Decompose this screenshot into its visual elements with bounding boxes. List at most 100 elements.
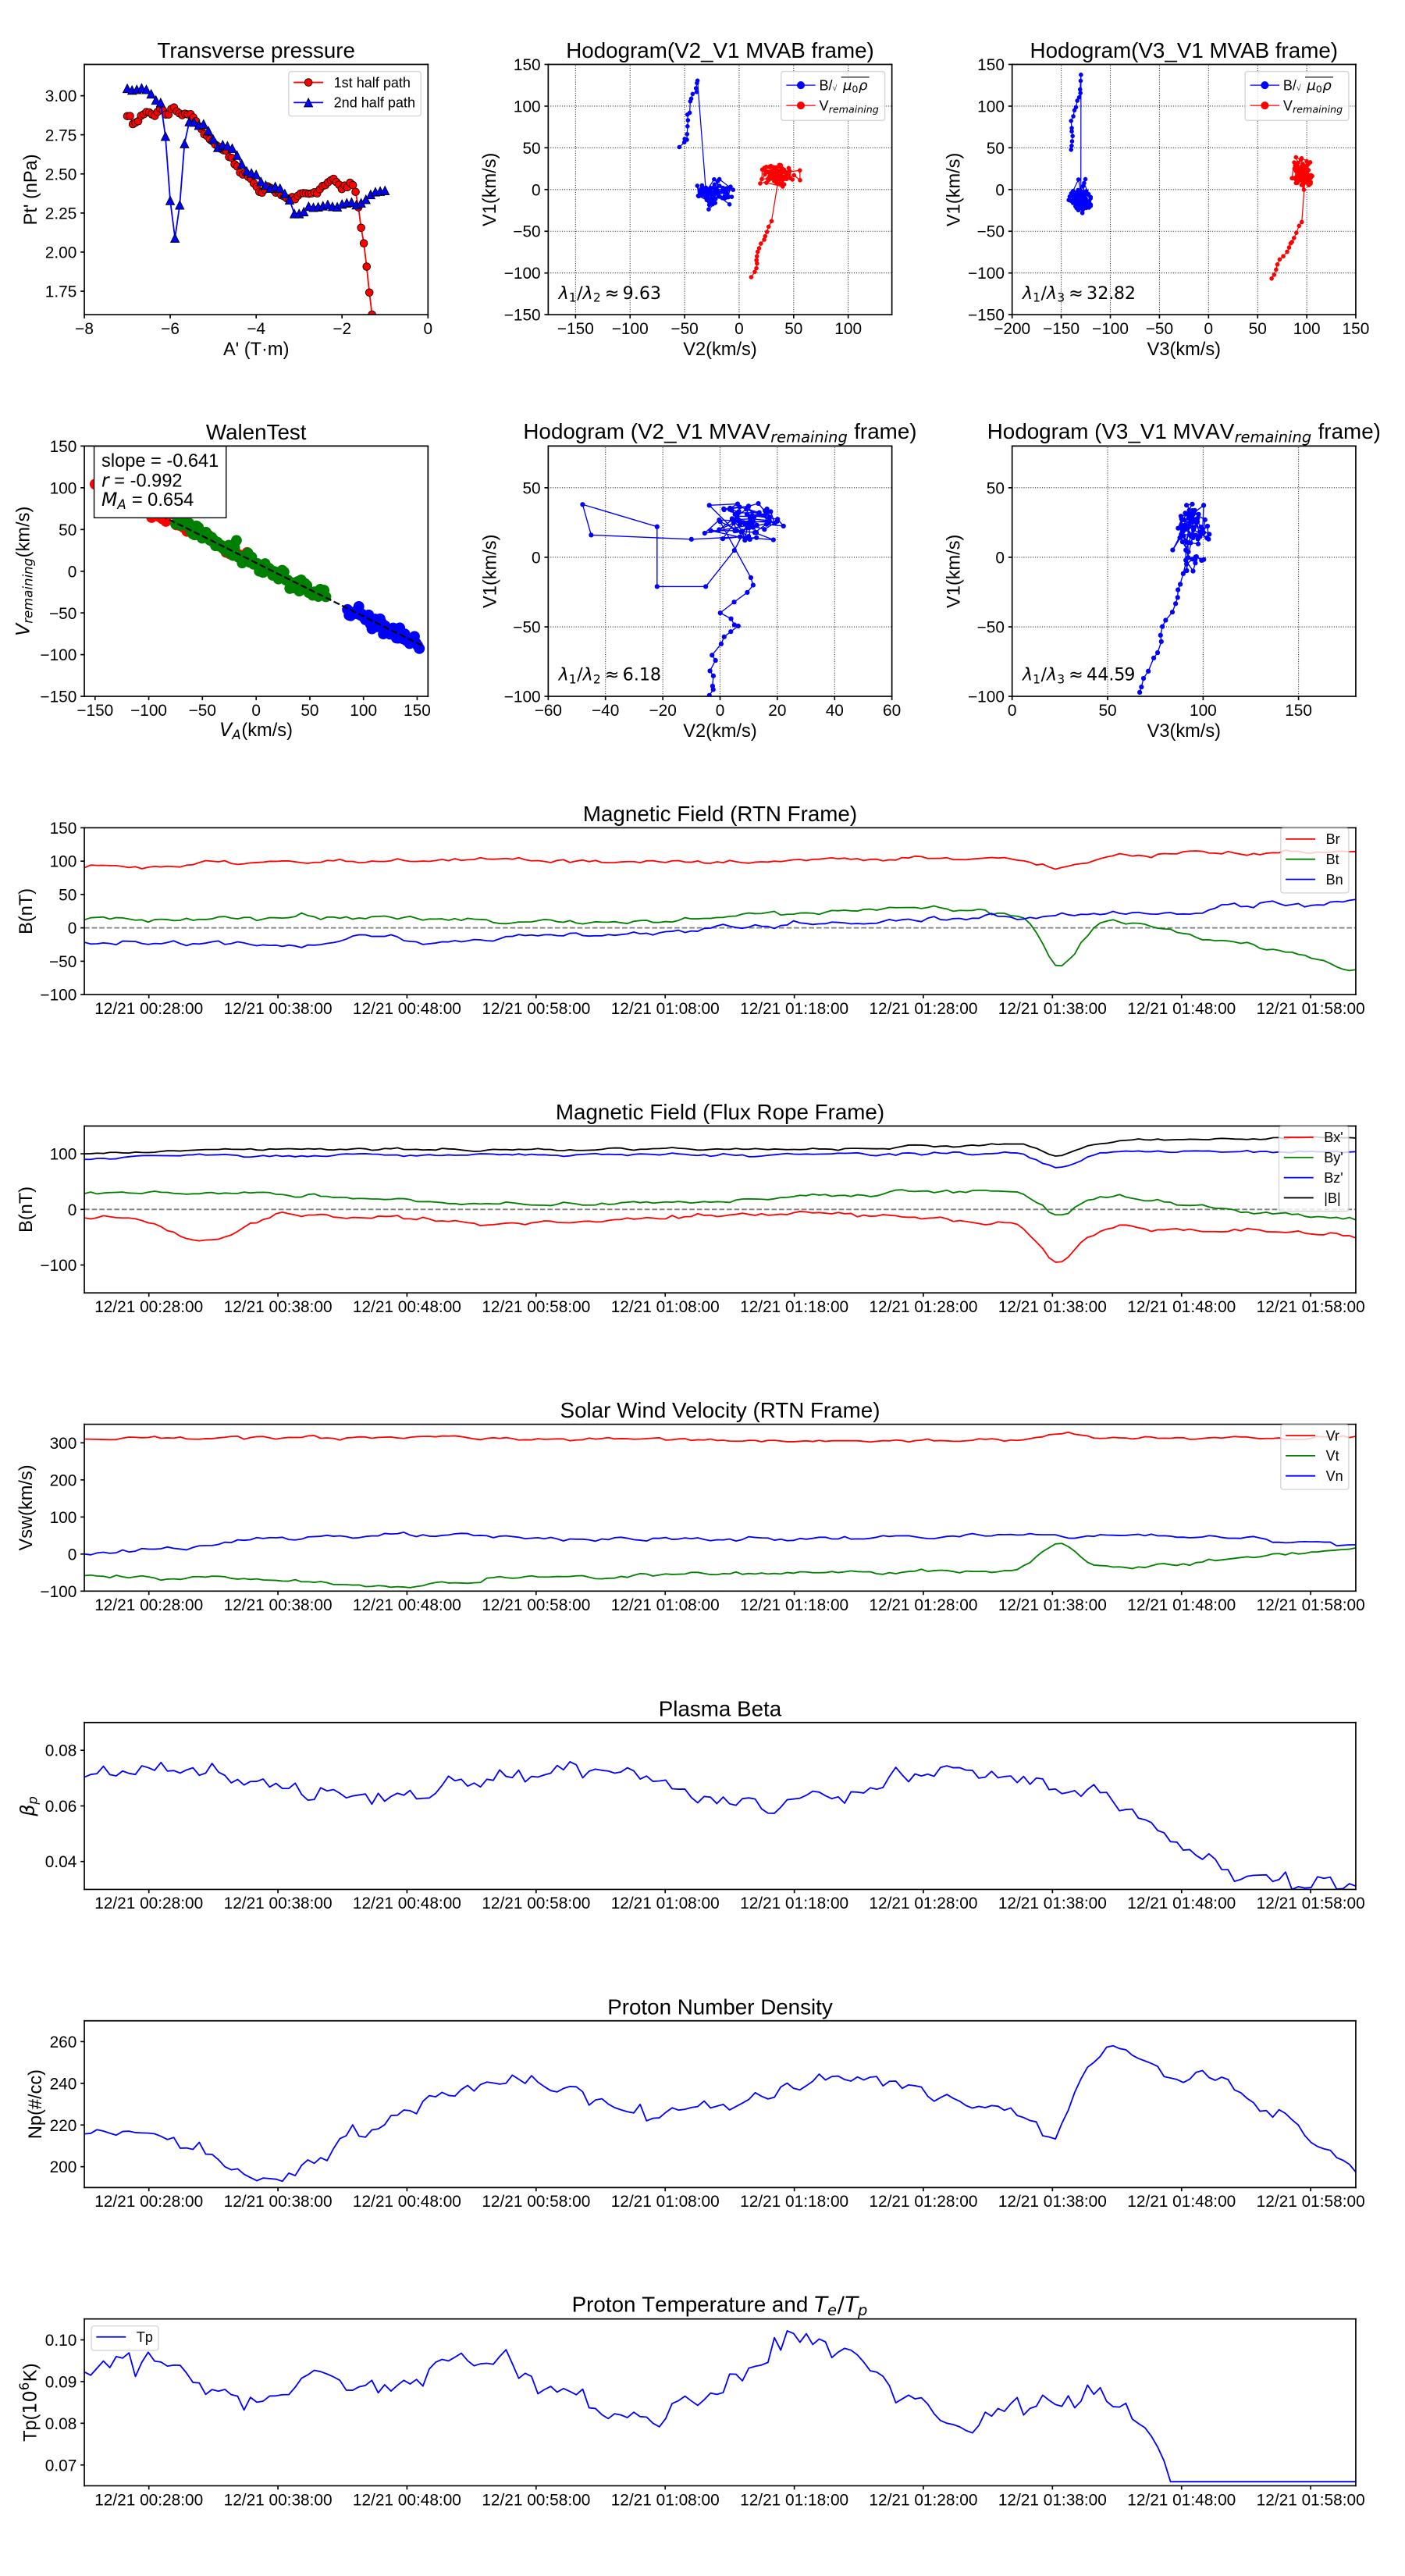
svg-text:Tp: Tp <box>137 2329 153 2345</box>
svg-text:0: 0 <box>251 702 261 720</box>
svg-text:Vn: Vn <box>1326 1468 1343 1484</box>
svg-text:12/21 01:08:00: 12/21 01:08:00 <box>611 2491 720 2509</box>
svg-text:V1(km/s): V1(km/s) <box>480 153 500 226</box>
svg-text:50: 50 <box>301 702 318 720</box>
svg-text:|B|: |B| <box>1324 1190 1340 1206</box>
svg-text:12/21 01:38:00: 12/21 01:38:00 <box>998 1895 1107 1912</box>
svg-text:12/21 00:48:00: 12/21 00:48:00 <box>353 1298 461 1316</box>
svg-text:Br: Br <box>1326 831 1340 847</box>
svg-text:12/21 01:18:00: 12/21 01:18:00 <box>740 1298 848 1316</box>
svg-text:−100: −100 <box>40 987 76 1005</box>
svg-text:150: 150 <box>1343 320 1370 338</box>
svg-text:Magnetic Field (Flux Rope Fram: Magnetic Field (Flux Rope Frame) <box>556 1100 884 1124</box>
svg-text:0: 0 <box>735 320 744 338</box>
svg-text:12/21 01:58:00: 12/21 01:58:00 <box>1257 1000 1365 1018</box>
svg-text:12/21 00:38:00: 12/21 00:38:00 <box>224 2193 333 2211</box>
svg-text:WalenTest: WalenTest <box>206 420 307 444</box>
svg-text:12/21 00:28:00: 12/21 00:28:00 <box>94 2193 203 2211</box>
svg-text:V2(km/s): V2(km/s) <box>683 721 756 742</box>
svg-text:Plasma Beta: Plasma Beta <box>659 1696 782 1720</box>
svg-text:B(nT): B(nT) <box>16 1187 37 1233</box>
svg-text:0: 0 <box>716 702 725 720</box>
svg-text:220: 220 <box>50 2117 77 2135</box>
svg-text:−100: −100 <box>504 265 541 283</box>
svg-text:T p ( K ) 1 0 6: T p ( K ) 1 0 6 <box>17 2359 41 2442</box>
svg-text:12/21 00:48:00: 12/21 00:48:00 <box>353 1895 461 1912</box>
svg-text:0: 0 <box>68 1201 77 1219</box>
svg-text:12/21 01:58:00: 12/21 01:58:00 <box>1257 1895 1365 1912</box>
svg-text:−4: −4 <box>247 320 265 338</box>
svg-text:P r o t o n T e m p e r a t: P r o t o n T e m p e r a t u r e a n d … <box>572 2292 872 2320</box>
svg-text:12/21 00:58:00: 12/21 00:58:00 <box>482 1596 590 1614</box>
svg-text:−40: −40 <box>592 702 619 720</box>
svg-text:50: 50 <box>784 320 802 338</box>
svg-text:12/21 00:58:00: 12/21 00:58:00 <box>482 2193 590 2211</box>
svg-text:Magnetic Field (RTN Frame): Magnetic Field (RTN Frame) <box>583 802 857 826</box>
svg-text:20: 20 <box>768 702 786 720</box>
svg-text:100: 100 <box>1190 702 1217 720</box>
svg-text:100: 100 <box>50 1146 77 1164</box>
svg-text:−100: −100 <box>1092 320 1129 338</box>
svg-text:0.08: 0.08 <box>45 1742 77 1760</box>
svg-text:−150: −150 <box>1043 320 1080 338</box>
svg-text:12/21 00:58:00: 12/21 00:58:00 <box>482 1895 590 1912</box>
svg-text:Bt: Bt <box>1326 852 1339 867</box>
svg-text:40: 40 <box>826 702 844 720</box>
svg-text:12/21 00:48:00: 12/21 00:48:00 <box>353 1000 461 1018</box>
svg-text:12/21 01:08:00: 12/21 01:08:00 <box>611 1298 720 1316</box>
svg-text:50: 50 <box>1249 320 1267 338</box>
svg-text:150: 150 <box>50 820 77 838</box>
svg-text:−50: −50 <box>1146 320 1173 338</box>
svg-text:V1(km/s): V1(km/s) <box>944 535 965 608</box>
svg-text:−100: −100 <box>40 1257 76 1275</box>
svg-text:−100: −100 <box>40 1583 76 1601</box>
svg-text:−50: −50 <box>189 702 216 720</box>
svg-text:150: 150 <box>1285 702 1312 720</box>
svg-text:−150: −150 <box>557 320 594 338</box>
svg-text:0: 0 <box>995 181 1005 199</box>
svg-text:V r e m a i n i n g: V r e m a i n i n g <box>1283 94 1343 116</box>
svg-text:−150: −150 <box>40 688 76 706</box>
svg-text:Bz': Bz' <box>1324 1170 1343 1186</box>
svg-text:−150: −150 <box>968 307 1005 325</box>
svg-text:12/21 00:38:00: 12/21 00:38:00 <box>224 1596 333 1614</box>
svg-text:Bn: Bn <box>1326 872 1343 888</box>
svg-text:12/21 01:08:00: 12/21 01:08:00 <box>611 1895 720 1912</box>
svg-text:12/21 01:38:00: 12/21 01:38:00 <box>998 2491 1107 2509</box>
svg-text:260: 260 <box>50 2033 77 2051</box>
svg-text:−50: −50 <box>670 320 698 338</box>
svg-text:100: 100 <box>50 1509 77 1527</box>
svg-text:12/21 01:48:00: 12/21 01:48:00 <box>1127 1596 1236 1614</box>
svg-text:12/21 01:18:00: 12/21 01:18:00 <box>740 2193 848 2211</box>
svg-text:12/21 01:38:00: 12/21 01:38:00 <box>998 2193 1107 2211</box>
svg-text:0: 0 <box>532 550 541 568</box>
svg-text:150: 150 <box>404 702 431 720</box>
svg-text:V r e m a i n i n g: V r e m a i n i n g <box>819 94 878 116</box>
svg-text:12/21 01:28:00: 12/21 01:28:00 <box>869 2193 977 2211</box>
svg-text:Solar Wind Velocity (RTN Frame: Solar Wind Velocity (RTN Frame) <box>560 1398 880 1422</box>
svg-text:12/21 00:38:00: 12/21 00:38:00 <box>224 1298 333 1316</box>
svg-text:−50: −50 <box>513 619 540 637</box>
svg-text:12/21 01:18:00: 12/21 01:18:00 <box>740 1596 848 1614</box>
svg-text:Pt' (nPa): Pt' (nPa) <box>21 154 41 225</box>
svg-text:0: 0 <box>68 920 77 938</box>
svg-text:3.00: 3.00 <box>45 87 77 105</box>
svg-text:50: 50 <box>522 479 540 497</box>
svg-text:12/21 01:18:00: 12/21 01:18:00 <box>740 1000 848 1018</box>
svg-text:−50: −50 <box>977 619 1005 637</box>
svg-text:Vr: Vr <box>1326 1428 1339 1443</box>
svg-text:2.75: 2.75 <box>45 126 77 144</box>
svg-text:12/21 00:38:00: 12/21 00:38:00 <box>224 2491 333 2509</box>
svg-text:12/21 00:58:00: 12/21 00:58:00 <box>482 2491 590 2509</box>
svg-text:0: 0 <box>424 320 433 338</box>
svg-text:12/21 01:18:00: 12/21 01:18:00 <box>740 2491 848 2509</box>
svg-text:−6: −6 <box>161 320 180 338</box>
svg-text:By': By' <box>1324 1150 1343 1165</box>
svg-text:−150: −150 <box>504 307 541 325</box>
svg-text:12/21 01:48:00: 12/21 01:48:00 <box>1127 1895 1236 1912</box>
svg-text:12/21 00:38:00: 12/21 00:38:00 <box>224 1000 333 1018</box>
svg-text:Vt: Vt <box>1326 1448 1339 1464</box>
svg-text:100: 100 <box>350 702 377 720</box>
svg-text:12/21 01:38:00: 12/21 01:38:00 <box>998 1298 1107 1316</box>
svg-text:200: 200 <box>50 1471 77 1489</box>
